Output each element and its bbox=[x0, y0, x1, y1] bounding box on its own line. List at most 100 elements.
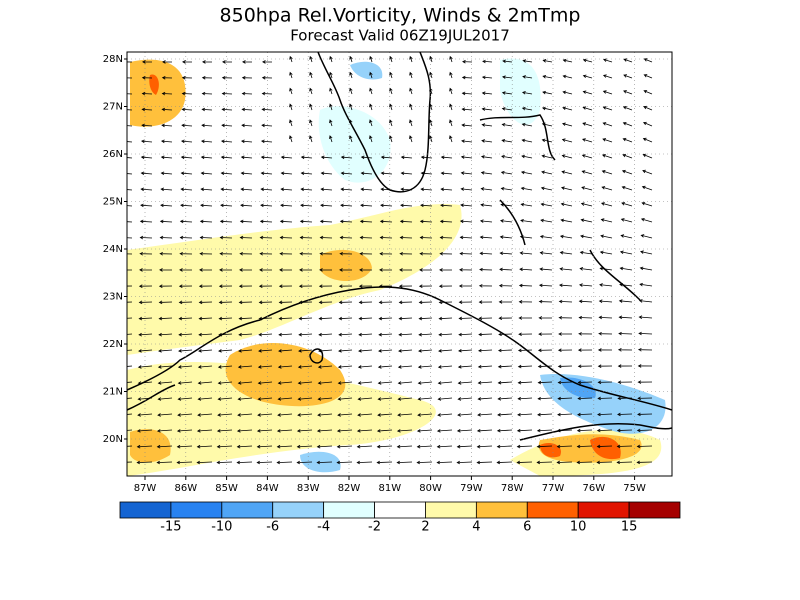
wind-arrow bbox=[518, 332, 533, 337]
wind-arrow bbox=[237, 397, 253, 401]
wind-arrow bbox=[360, 187, 373, 192]
wind-arrow bbox=[340, 203, 353, 208]
wind-arrow bbox=[600, 202, 613, 207]
wind-arrow bbox=[398, 349, 413, 353]
wind-arrow bbox=[279, 219, 293, 224]
wind-arrow bbox=[197, 413, 213, 417]
wind-arrow bbox=[159, 268, 173, 272]
wind-arrow bbox=[340, 171, 353, 176]
wind-arrow bbox=[358, 300, 373, 305]
wind-arrow bbox=[481, 139, 493, 143]
lat-label: 26N bbox=[103, 149, 123, 160]
wind-arrow bbox=[480, 171, 493, 175]
wind-arrow bbox=[581, 170, 593, 175]
wind-arrow bbox=[397, 365, 413, 369]
wind-arrow bbox=[300, 171, 313, 176]
wind-arrow bbox=[449, 87, 453, 95]
wind-arrow bbox=[219, 235, 233, 240]
wind-arrow bbox=[199, 251, 213, 256]
wind-arrow bbox=[498, 316, 513, 320]
wind-arrow bbox=[238, 316, 253, 321]
wind-arrow bbox=[160, 203, 173, 208]
wind-arrow bbox=[137, 413, 153, 417]
wind-arrow bbox=[500, 203, 513, 207]
wind-arrow bbox=[536, 444, 553, 449]
wind-arrow bbox=[309, 71, 313, 79]
wind-arrow bbox=[418, 300, 433, 305]
wind-arrow bbox=[358, 332, 373, 337]
wind-arrow bbox=[601, 154, 613, 159]
wind-arrow bbox=[309, 55, 313, 63]
wind-arrow bbox=[258, 316, 273, 321]
wind-arrow bbox=[296, 429, 313, 433]
wind-arrow bbox=[137, 381, 153, 385]
wind-arrow bbox=[176, 444, 193, 449]
wind-arrow bbox=[557, 380, 573, 385]
wind-arrow bbox=[378, 300, 393, 305]
wind-arrow bbox=[297, 365, 313, 369]
wind-arrow bbox=[498, 332, 513, 337]
wind-arrow bbox=[556, 444, 573, 449]
wind-arrow bbox=[389, 55, 393, 63]
wind-arrow bbox=[178, 284, 193, 288]
wind-arrow bbox=[359, 251, 373, 256]
wind-arrow bbox=[460, 155, 473, 159]
wind-arrow bbox=[521, 122, 533, 127]
wind-arrow bbox=[637, 396, 653, 401]
lat-label: 24N bbox=[103, 244, 123, 255]
wind-arrow bbox=[377, 365, 393, 369]
wind-arrow bbox=[160, 171, 173, 176]
wind-arrow bbox=[218, 349, 233, 353]
wind-arrow bbox=[438, 349, 453, 353]
wind-arrow bbox=[542, 74, 553, 79]
wind-arrow bbox=[198, 332, 213, 337]
wind-arrow bbox=[499, 219, 513, 223]
wind-arrow bbox=[139, 251, 153, 256]
wind-arrow bbox=[340, 187, 353, 192]
wind-arrow bbox=[519, 267, 533, 272]
wind-arrow bbox=[369, 103, 373, 111]
wind-arrow bbox=[261, 123, 273, 128]
wind-arrow bbox=[339, 235, 353, 240]
wind-arrow bbox=[541, 170, 553, 175]
wind-arrow bbox=[349, 103, 353, 111]
colorbar-label: 2 bbox=[421, 520, 429, 535]
wind-arrow bbox=[289, 103, 293, 111]
wind-arrow bbox=[619, 266, 633, 271]
lat-label: 22N bbox=[103, 339, 123, 350]
wind-arrow bbox=[197, 365, 213, 369]
wind-arrow bbox=[239, 251, 253, 256]
wind-arrow bbox=[137, 365, 153, 369]
wind-arrow bbox=[360, 171, 373, 176]
wind-arrow bbox=[127, 333, 133, 335]
wind-arrow bbox=[280, 171, 293, 176]
wind-arrow bbox=[617, 396, 633, 401]
wind-arrow bbox=[561, 138, 573, 143]
wind-arrow bbox=[221, 139, 233, 144]
wind-arrow bbox=[199, 235, 213, 240]
wind-arrow bbox=[140, 171, 153, 176]
wind-arrow bbox=[540, 202, 553, 207]
wind-arrow bbox=[201, 123, 213, 128]
wind-arrow bbox=[198, 300, 213, 305]
wind-arrow bbox=[496, 460, 513, 465]
wind-arrow bbox=[180, 155, 193, 160]
wind-arrow bbox=[180, 203, 193, 208]
lon-label: 80W bbox=[419, 483, 442, 494]
colorbar-swatch bbox=[526, 501, 579, 519]
wind-arrow bbox=[419, 219, 433, 224]
wind-arrow bbox=[439, 251, 453, 256]
wind-arrow bbox=[562, 58, 573, 63]
lon-label: 85W bbox=[215, 483, 238, 494]
wind-arrow bbox=[429, 135, 433, 143]
wind-arrow bbox=[297, 413, 313, 417]
wind-arrow bbox=[521, 138, 533, 143]
wind-arrow bbox=[501, 91, 513, 95]
wind-arrow bbox=[477, 397, 493, 401]
wind-arrow bbox=[181, 123, 193, 128]
wind-arrow bbox=[369, 135, 373, 143]
wind-arrow bbox=[558, 315, 573, 320]
wind-arrow bbox=[636, 460, 653, 465]
wind-arrow bbox=[279, 268, 293, 272]
wind-arrow bbox=[379, 235, 393, 240]
